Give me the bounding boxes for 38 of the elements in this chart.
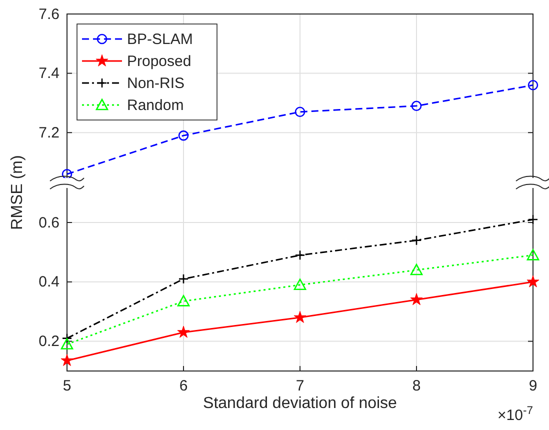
point — [411, 100, 422, 112]
point — [410, 293, 423, 306]
point — [60, 338, 74, 350]
point — [294, 106, 306, 117]
x-tick-label: 5 — [62, 378, 72, 394]
point — [178, 130, 189, 141]
point — [62, 333, 72, 344]
point — [294, 250, 306, 260]
point — [411, 235, 422, 246]
point — [294, 278, 306, 290]
x-tick-label: 7 — [296, 378, 304, 394]
point — [526, 275, 540, 288]
x-tick-label: 9 — [528, 378, 538, 394]
legend-label: Proposed — [127, 53, 192, 70]
y-tick-label: 7.4 — [38, 65, 60, 82]
point — [62, 168, 72, 180]
point — [528, 80, 538, 90]
text: ×10$^{-7}$ — [498, 405, 533, 424]
legend-label: BP-SLAM — [127, 31, 193, 48]
y-tick-label: 7.2 — [38, 124, 60, 142]
point — [410, 264, 423, 276]
legend-label: Non-RIS — [127, 75, 185, 92]
y-tick-label: 0.4 — [38, 274, 60, 291]
y-tick-label: 0.6 — [38, 214, 60, 232]
point — [178, 274, 189, 284]
x-axis-title: Standard deviation of noise — [203, 395, 398, 412]
x-tick-label: 8 — [412, 378, 421, 394]
point — [177, 295, 190, 306]
y-axis-title: RMSE (m) — [9, 155, 26, 230]
x-tick-label: 6 — [179, 378, 188, 394]
point — [294, 310, 306, 323]
point — [177, 326, 190, 338]
point — [526, 249, 540, 260]
point — [60, 354, 74, 366]
point — [528, 214, 538, 225]
legend-label: Random — [127, 97, 184, 114]
y-tick-label: 0.2 — [38, 333, 60, 350]
y-tick-label: 7.6 — [38, 6, 60, 23]
